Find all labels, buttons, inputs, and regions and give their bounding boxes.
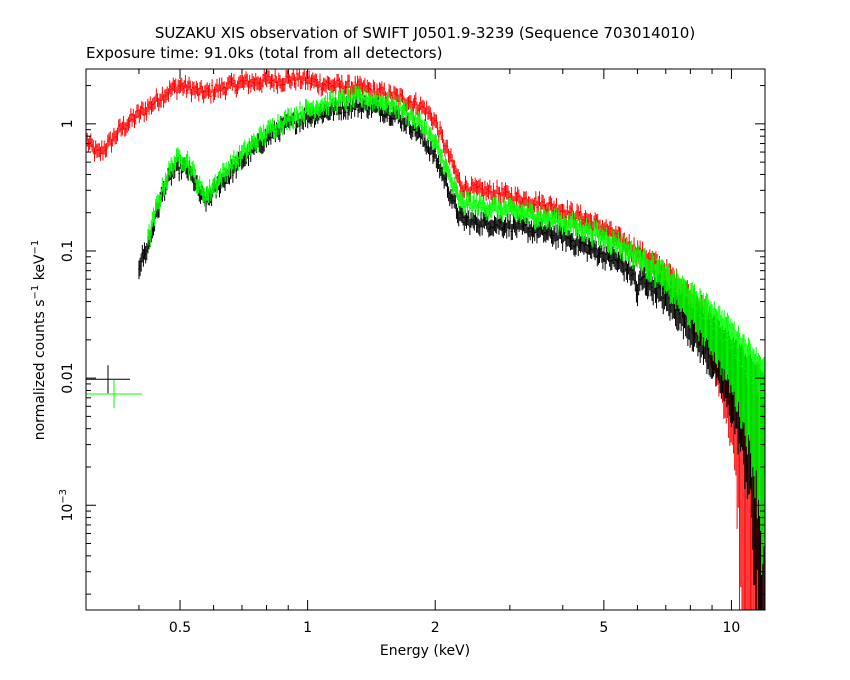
x-tick-label: 2: [431, 620, 440, 636]
y-axis-label-sup1: −1: [30, 285, 41, 300]
x-tick-label: 10: [723, 620, 741, 636]
series-2: [147, 85, 766, 575]
legend-marker-0: [86, 365, 130, 394]
y-tick-label: 0.01: [60, 363, 76, 394]
data-layer: [86, 69, 766, 610]
y-axis-label: normalized counts s−1 keV−1: [30, 240, 48, 441]
y-tick-label-exp: −3: [58, 489, 69, 504]
x-tick-label: 0.5: [169, 620, 191, 636]
y-tick-label: 1: [60, 119, 76, 128]
legend-marker-1: [86, 379, 142, 408]
y-tick-label: 10−3: [58, 489, 76, 522]
chart-title: SUZAKU XIS observation of SWIFT J0501.9-…: [155, 24, 695, 42]
x-tick-label: 5: [599, 620, 608, 636]
y-axis-label-unit: keV: [32, 254, 48, 285]
x-tick-label: 1: [303, 620, 312, 636]
x-axis-label: Energy (keV): [380, 643, 470, 659]
y-tick-label-base: 10: [60, 504, 76, 522]
chart-subtitle: Exposure time: 91.0ks (total from all de…: [86, 44, 442, 62]
y-axis-label-main: normalized counts s: [32, 299, 48, 440]
y-axis-label-sup2: −1: [30, 240, 41, 255]
y-tick-label: 0.1: [60, 240, 76, 262]
